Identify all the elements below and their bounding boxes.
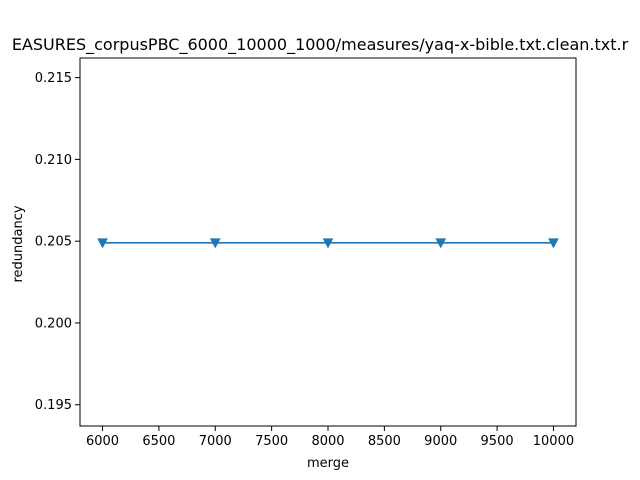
x-tick-label-4: 8000 [311,434,344,449]
y-tick-label-4: 0.215 [35,71,72,86]
chart-title: EASURES_corpusPBC_6000_10000_1000/measur… [12,35,629,55]
y-tick-label-1: 0.200 [35,316,72,331]
x-tick-label-3: 7500 [255,434,288,449]
data-point-0-3 [435,238,447,249]
axes-frame [79,57,577,427]
data-point-0-1 [209,238,221,249]
x-tick-label-5: 8500 [368,434,401,449]
x-tick-label-7: 9500 [481,434,514,449]
x-tick-label-1: 6500 [142,434,175,449]
x-tick-label-6: 9000 [424,434,457,449]
data-point-0-2 [322,238,334,249]
y-tick-label-3: 0.210 [35,153,72,168]
x-axis-label: merge [307,456,349,471]
y-tick-label-2: 0.205 [35,235,72,250]
data-point-0-4 [548,238,559,249]
x-tick-label-8: 10000 [533,434,574,449]
data-point-0-0 [97,238,108,249]
y-axis-label: redundancy [11,205,26,282]
plot-area: 6000 6500 7000 7500 8000 8500 9000 9500 10000 0.1… [35,57,577,449]
x-tick-label-0: 6000 [86,434,119,449]
x-tick-label-2: 7000 [199,434,232,449]
y-tick-label-0: 0.195 [35,398,72,413]
